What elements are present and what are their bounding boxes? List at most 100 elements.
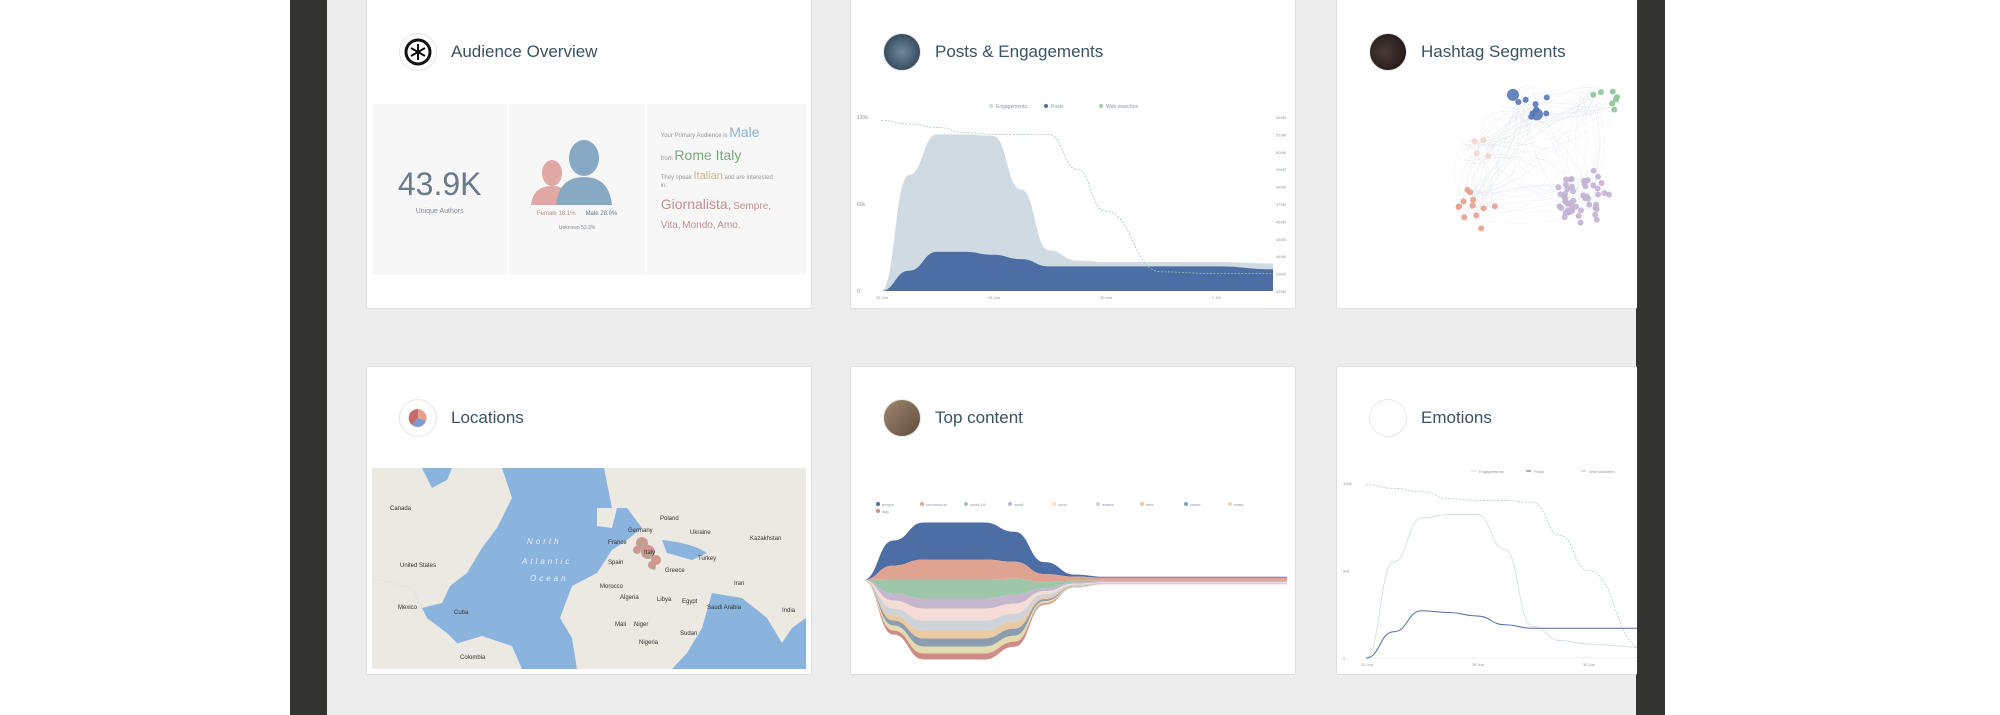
map-label: North [527, 537, 562, 546]
y-tick-label: 120k [857, 115, 868, 121]
interest: Mondo, [682, 219, 716, 231]
primary-language: Italian [693, 169, 723, 182]
graph-edge [1453, 136, 1476, 194]
graph-node [1580, 192, 1587, 199]
posts-engagements-card[interactable]: Posts & Engagements Engagements Posts Web … [850, 0, 1296, 309]
y-tick-label: 100k [1343, 481, 1352, 486]
graph-node [1609, 100, 1616, 107]
stream-layer-covid [863, 580, 1287, 609]
graph-edge [1467, 107, 1529, 194]
world-map [372, 468, 806, 669]
map-label: Libya [657, 597, 672, 603]
y2-tick-label: 440M [1276, 254, 1286, 259]
map-label: Cuba [454, 610, 469, 616]
map-label: Mali [615, 622, 627, 628]
graph-node [1606, 191, 1613, 198]
graph-node [1563, 176, 1570, 183]
x-tick-label: 26 Jun [1361, 662, 1373, 667]
y-tick-label: 60k [857, 202, 866, 208]
graph-node [1480, 137, 1487, 144]
graph-node [1568, 176, 1575, 183]
graph-node [1575, 212, 1582, 219]
graph-node [1598, 180, 1605, 187]
graph-node [1562, 196, 1569, 203]
graph-node [1597, 89, 1604, 96]
legend-label: covid-19 [970, 502, 986, 507]
y2-tick-label: 480M [1276, 185, 1286, 190]
graph-edge [1470, 112, 1528, 215]
map-label: Ukraine [690, 530, 711, 536]
graph-edge [1484, 98, 1599, 151]
graph-node [1532, 101, 1539, 108]
hashtag-network-graph [1453, 85, 1620, 232]
graph-node [1470, 196, 1477, 203]
top-content-card[interactable]: Top content people coronavirus covid-19 cov… [850, 366, 1296, 675]
y2-tick-label: 500M [1276, 150, 1286, 155]
graph-node [1590, 182, 1597, 189]
summary-text: and are interested in: [660, 174, 773, 189]
x-tick-label: 30 Jun [1100, 295, 1112, 300]
gender-silhouettes-icon [531, 140, 613, 205]
map-label: Mexico [398, 605, 418, 611]
graph-node [1473, 212, 1480, 219]
map-label: Italy [644, 550, 656, 556]
stream-layer-people [863, 522, 1287, 580]
legend-label: people [882, 502, 895, 507]
card-title: Emotions [1421, 408, 1492, 427]
graph-edge [1465, 188, 1478, 215]
legend-label: Web searches [1589, 469, 1615, 474]
graph-node [1522, 96, 1529, 103]
map-label: Canada [390, 506, 412, 512]
posts-line [1365, 610, 1637, 659]
hashtag-segments-card[interactable]: Hashtag Segments [1336, 0, 1637, 309]
graph-node [1473, 150, 1480, 157]
y2-tick-label: 460M [1276, 219, 1286, 224]
card-title: Posts & Engagements [935, 42, 1104, 61]
graph-edge [1486, 110, 1599, 159]
audience-overview-card[interactable]: Audience Overview 43.9K Unique Authors F… [366, 0, 812, 309]
map-label: Atlantic [522, 557, 573, 566]
posts-avatar-icon [883, 33, 921, 71]
graph-node [1491, 203, 1498, 210]
map-label: Poland [660, 516, 679, 522]
graph-edge [1484, 107, 1609, 160]
unique-authors-panel: 43.9K Unique Authors [372, 104, 508, 275]
stream-layer-covid-19 [863, 578, 1287, 599]
legend-label: mask [1234, 502, 1244, 507]
interest: Sempre, [733, 201, 772, 213]
locations-card[interactable]: Locations Canada United States Mexico Cuba N… [366, 366, 812, 675]
legend-marker [1044, 104, 1048, 108]
audience-summary: Your Primary Audience is Male from Rome … [661, 124, 779, 231]
interest: Amo. [717, 219, 741, 231]
graph-edge [1472, 91, 1538, 144]
card-title: Top content [935, 408, 1023, 427]
graph-node [1594, 173, 1601, 180]
locations-map[interactable]: Canada United States Mexico Cuba North Atlant… [372, 468, 806, 669]
graph-edge [1459, 212, 1486, 218]
graph-edge [1468, 140, 1592, 184]
graph-edge [1467, 190, 1484, 216]
graph-edge [1577, 101, 1606, 204]
graph-node [1613, 94, 1620, 101]
asterisk-logo-icon [399, 33, 437, 71]
graph-edge [1587, 101, 1600, 198]
graph-node [1455, 203, 1462, 210]
map-label: Turkey [698, 556, 717, 562]
y-tick-label: 0 [857, 289, 860, 295]
legend-marker [1096, 502, 1100, 506]
y2-tick-label: 520M [1276, 115, 1286, 120]
legend-marker [1228, 502, 1232, 506]
graph-node [1460, 198, 1467, 205]
unique-authors-count: 43.9K [397, 166, 482, 202]
interest: Giornalista, [660, 196, 732, 213]
interest: Vita, [660, 219, 681, 231]
graph-edge [1575, 86, 1586, 185]
legend-marker [876, 502, 880, 506]
emotions-card[interactable]: Emotions Engagements Posts Web searches 0 50… [1336, 366, 1637, 675]
stream-layer-coronavirus [863, 559, 1287, 583]
legend-marker [1008, 502, 1012, 506]
graph-edge [1466, 107, 1587, 202]
summary-text: from [660, 155, 673, 162]
graph-node [1577, 207, 1584, 214]
audience-summary-panel: Your Primary Audience is Male from Rome … [646, 104, 807, 275]
